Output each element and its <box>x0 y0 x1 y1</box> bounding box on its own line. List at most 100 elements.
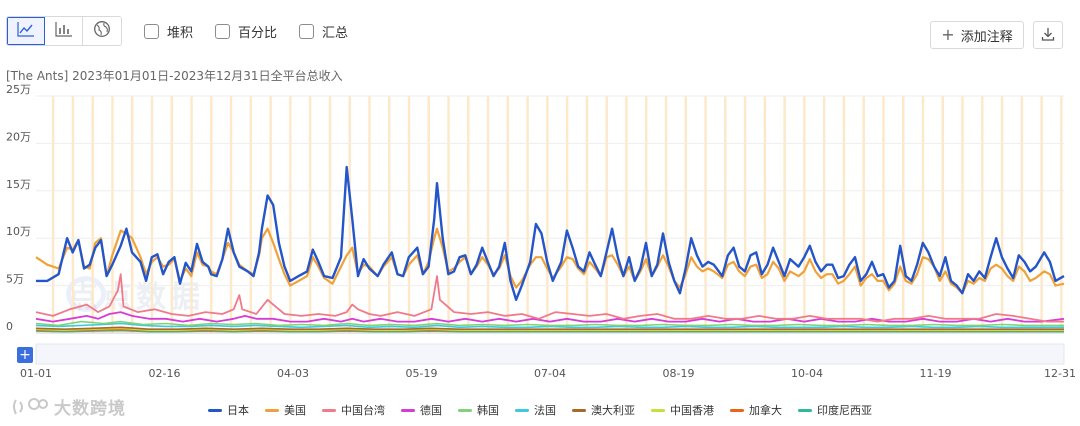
weekend-band <box>249 96 253 333</box>
weekend-band <box>210 96 213 333</box>
weekend-band <box>447 96 450 333</box>
legend-swatch <box>651 408 665 412</box>
weekend-band <box>427 96 430 333</box>
checkbox-box <box>299 23 315 39</box>
line-chart: 0 5万 10万 15万 20万 25万 01-01 02-16 04-03 05-19 07-04… <box>6 83 1076 380</box>
x-tick-label: 08-19 <box>663 367 695 380</box>
legend-label: 德国 <box>420 404 442 417</box>
legend-item[interactable]: 中国香港 <box>651 402 714 418</box>
zoom-in-button[interactable]: + <box>17 347 33 363</box>
weekend-band <box>328 96 332 333</box>
y-tick-label: 10万 <box>6 225 31 238</box>
x-tick-label: 07-04 <box>534 367 566 380</box>
legend-item[interactable]: 中国台湾 <box>322 402 385 418</box>
legend-label: 澳大利亚 <box>591 404 635 417</box>
weekend-band <box>1020 96 1024 333</box>
map-view-button[interactable] <box>83 17 121 45</box>
legend-item[interactable]: 加拿大 <box>730 402 782 418</box>
bar-chart-button[interactable] <box>45 17 83 45</box>
percentage-checkbox[interactable]: 百分比 <box>215 22 277 41</box>
zoom-slider-track <box>35 343 1065 365</box>
weekend-band <box>150 96 154 333</box>
y-tick-label: 0 <box>6 320 13 333</box>
weekend-band <box>269 96 272 333</box>
legend-swatch <box>401 408 415 412</box>
weekend-band <box>506 96 510 333</box>
download-button[interactable] <box>1033 21 1063 49</box>
weekend-band <box>645 96 648 333</box>
series-line <box>35 326 1064 330</box>
chart-subtitle: [The Ants] 2023年01月01日-2023年12月31日全平台总收入 <box>6 69 343 83</box>
legend-label: 美国 <box>284 404 306 417</box>
bar-chart-icon <box>54 21 73 41</box>
line-chart-button[interactable] <box>7 17 45 45</box>
weekend-band <box>131 96 134 333</box>
series-line <box>35 322 1064 329</box>
x-tick-label: 10-04 <box>791 367 823 380</box>
weekend-band <box>882 96 885 333</box>
weekend-band <box>684 96 687 333</box>
legend-swatch <box>265 408 279 412</box>
legend-item[interactable]: 澳大利亚 <box>572 402 635 418</box>
chart-type-switcher <box>6 16 122 46</box>
weekend-band <box>941 96 944 333</box>
legend-swatch <box>208 408 222 412</box>
weekend-band <box>822 96 826 333</box>
legend-item[interactable]: 韩国 <box>458 402 499 418</box>
weekend-band <box>51 96 55 333</box>
weekend-band <box>664 96 668 333</box>
weekend-band <box>783 96 786 333</box>
legend-label: 日本 <box>227 404 249 417</box>
add-annotation-button[interactable]: + 添加注释 <box>930 21 1024 49</box>
stacked-label: 堆积 <box>167 25 194 41</box>
series-line <box>35 320 1064 327</box>
weekend-band <box>743 96 747 333</box>
x-tick-label: 02-16 <box>149 367 181 380</box>
weekend-band <box>289 96 292 333</box>
weekend-band <box>763 96 767 333</box>
legend-item[interactable]: 日本 <box>208 402 249 418</box>
weekend-band <box>308 96 312 333</box>
legend-swatch <box>458 408 472 412</box>
legend-label: 法国 <box>534 404 556 417</box>
x-tick-label: 04-03 <box>277 367 309 380</box>
legend-item[interactable]: 印度尼西亚 <box>798 402 872 418</box>
weekend-band <box>842 96 846 333</box>
series-line <box>35 329 1064 333</box>
weekend-band <box>111 96 114 333</box>
weekend-band <box>605 96 608 333</box>
chart-toolbar: 堆积 百分比 汇总 <box>6 16 348 46</box>
summary-checkbox[interactable]: 汇总 <box>299 22 348 41</box>
watermark-logo-icon <box>66 276 106 312</box>
weekend-band <box>565 96 569 333</box>
series-line <box>35 311 1065 323</box>
add-annotation-label: 添加注释 <box>960 29 1013 45</box>
weekend-band <box>803 96 806 333</box>
series-line <box>35 273 1064 323</box>
legend-item[interactable]: 法国 <box>515 402 556 418</box>
weekend-band <box>724 96 727 333</box>
legend-label: 韩国 <box>477 404 499 417</box>
download-icon <box>1041 26 1055 45</box>
brand-logo-icon <box>13 397 48 414</box>
checkbox-box <box>215 23 231 39</box>
weekend-band <box>625 96 628 333</box>
line-chart-icon <box>17 21 35 41</box>
legend-item[interactable]: 德国 <box>401 402 442 418</box>
x-tick-label: 05-19 <box>406 367 438 380</box>
weekend-band <box>902 96 905 333</box>
legend-item[interactable]: 美国 <box>265 402 306 418</box>
weekend-band <box>526 96 529 333</box>
percentage-label: 百分比 <box>238 25 278 41</box>
weekend-band <box>348 96 351 333</box>
x-tick-label: 12-31 <box>1044 367 1076 380</box>
weekend-band <box>704 96 707 333</box>
legend-label: 印度尼西亚 <box>817 404 872 417</box>
series-line <box>35 327 1064 331</box>
stacked-checkbox[interactable]: 堆积 <box>144 22 193 41</box>
weekend-band <box>1060 96 1063 333</box>
brand-watermark: 大数跨境 <box>10 394 126 419</box>
legend-swatch <box>730 408 744 412</box>
weekend-band <box>368 96 371 333</box>
chart-legend: 日本 美国 中国台湾 德国 韩国 法国 澳大利亚 中国香港 加拿大 印度尼西亚 <box>0 402 1080 418</box>
